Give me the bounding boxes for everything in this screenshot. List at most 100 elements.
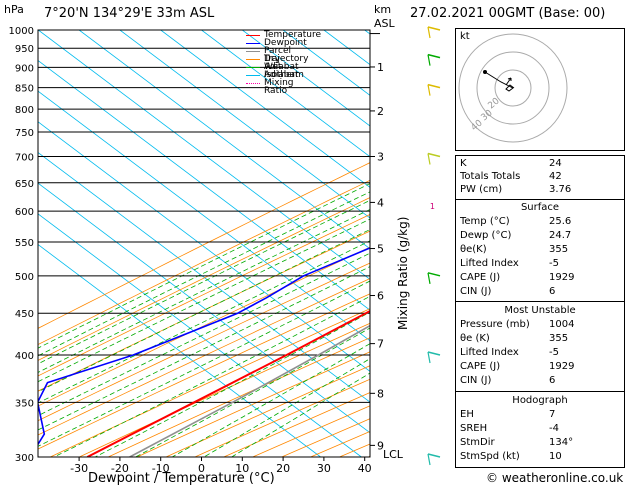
asl-label: ASL xyxy=(374,17,395,30)
surface-row: CIN (J) 6 xyxy=(460,286,556,297)
pressure-unit-label: hPa xyxy=(4,3,24,16)
hodograph-trace xyxy=(505,84,515,92)
dry-adiabat-line xyxy=(50,308,370,457)
dry-adiabat-line xyxy=(79,322,370,457)
pressure-tick-label: 850 xyxy=(15,84,34,95)
pressure-tick-label: 800 xyxy=(15,105,34,116)
wet-adiabat-line xyxy=(38,229,370,393)
pressure-tick-label: 450 xyxy=(15,309,34,320)
isotherm-line xyxy=(38,121,370,372)
isotherm-line xyxy=(38,213,362,457)
location-label: 7°20'N 134°29'E 33m ASL xyxy=(44,6,215,21)
dry-adiabat-line xyxy=(108,337,370,457)
chart-legend: Temperature Dewpoint Parcel Trajectory D… xyxy=(246,31,358,96)
hodograph-unit-label: kt xyxy=(460,31,470,42)
wind-barb-flag xyxy=(427,351,431,364)
temperature-tick-label: 30 xyxy=(317,462,331,475)
surface-section-title: Surface xyxy=(520,202,560,213)
km-tick-label: 8 xyxy=(377,387,384,400)
wet-adiabat-line xyxy=(38,191,370,357)
isotherm-line xyxy=(242,30,370,127)
dry-adiabat-line xyxy=(38,246,370,407)
hodograph-param-row: EH 7 xyxy=(460,409,556,420)
hodograph-ring xyxy=(494,69,532,107)
hodograph-panel: kt 20 30 40 xyxy=(455,28,625,151)
km-tick-label: 1 xyxy=(377,61,384,74)
lcl-label: LCL xyxy=(383,448,403,461)
pressure-tick-label: 950 xyxy=(15,44,34,55)
wind-barb xyxy=(427,453,441,458)
x-axis-label: Dewpoint / Temperature (°C) xyxy=(88,471,275,486)
km-tick-label: 4 xyxy=(377,196,384,209)
isotherm-line xyxy=(201,30,370,158)
wet-adiabat-line xyxy=(135,327,370,457)
wind-barb-flag xyxy=(427,54,431,66)
isotherm-line xyxy=(38,30,370,280)
wind-barb-flag xyxy=(427,84,431,96)
temperature-tick-label: -20 xyxy=(111,462,129,475)
km-tick-label: 5 xyxy=(377,243,384,256)
hodograph-param-row: StmSpd (kt) 10 xyxy=(460,451,562,462)
mixing-ratio-axis-label: Mixing Ratio (g/kg) xyxy=(396,216,410,330)
dry-adiabat-line xyxy=(38,278,370,436)
surface-row: Temp (°C) 25.6 xyxy=(460,216,572,227)
index-row: PW (cm) 3.76 xyxy=(460,184,572,195)
pressure-tick-label: 400 xyxy=(15,351,34,362)
dry-adiabat-line xyxy=(38,214,370,377)
temperature-tick-label: 0 xyxy=(198,462,205,475)
wet-adiabat-line xyxy=(38,209,370,373)
hodograph-param-row: SREH -4 xyxy=(460,423,559,434)
pressure-tick-label: 350 xyxy=(15,398,34,409)
temperature-tick-label: -10 xyxy=(152,462,170,475)
isotherm-line xyxy=(160,30,370,188)
wet-adiabat-line xyxy=(38,266,370,431)
wet-adiabat-line xyxy=(38,280,370,447)
surface-row: CAPE (J) 1929 xyxy=(460,272,575,283)
most-unstable-row: Lifted Index -5 xyxy=(460,347,559,358)
wind-barb-flag xyxy=(427,153,431,165)
wind-barb xyxy=(427,83,441,89)
wind-barb-flag xyxy=(427,453,431,466)
mixing-ratio-label: 1 xyxy=(430,202,435,211)
pressure-tick-label: 750 xyxy=(15,128,34,139)
wind-barb xyxy=(427,272,441,277)
wet-adiabat-line xyxy=(38,218,370,383)
indices-table: K 24 Totals Totals 42 PW (cm) 3.76 Surface … xyxy=(455,155,625,468)
pressure-tick-label: 650 xyxy=(15,179,34,190)
dewpoint-line xyxy=(38,247,370,446)
wind-barb-flag xyxy=(427,272,431,284)
hodograph-endpoint xyxy=(483,70,487,74)
pressure-tick-label: 1000 xyxy=(9,26,34,37)
pressure-tick-label: 700 xyxy=(15,152,34,163)
index-row: Totals Totals 42 xyxy=(460,171,562,182)
hodograph-ring xyxy=(476,51,550,125)
km-tick-label: 3 xyxy=(377,150,384,163)
pressure-tick-label: 550 xyxy=(15,238,34,249)
isotherm-line xyxy=(38,90,370,342)
most-unstable-row: CIN (J) 6 xyxy=(460,375,556,386)
index-row: K 24 xyxy=(460,158,562,169)
pressure-tick-label: 300 xyxy=(15,453,34,464)
plot-frame xyxy=(37,29,371,458)
dry-adiabat-line xyxy=(38,293,370,450)
parcel-trajectory-line xyxy=(129,324,370,457)
temperature-tick-label: 10 xyxy=(235,462,249,475)
temperature-tick-label: 20 xyxy=(276,462,290,475)
km-label: km xyxy=(374,3,392,16)
surface-row: Lifted Index -5 xyxy=(460,258,559,269)
wind-barb xyxy=(427,26,441,31)
km-tick-label: 2 xyxy=(377,105,384,118)
dry-adiabat-line xyxy=(38,197,370,361)
isotherm-line xyxy=(38,182,370,434)
wind-barb-flag xyxy=(427,26,431,39)
wind-barb xyxy=(427,152,441,158)
hodograph-ring xyxy=(458,33,568,143)
hodograph-plot: 20 30 40 xyxy=(458,33,568,143)
most-unstable-section-title: Most Unstable xyxy=(504,305,576,316)
storm-motion-arrow xyxy=(505,77,512,86)
isotherm-line xyxy=(78,30,370,250)
isotherm-line xyxy=(119,30,370,219)
most-unstable-row: θe (K) 355 xyxy=(460,333,569,344)
temperature-line xyxy=(86,309,370,457)
wind-barb xyxy=(427,351,441,356)
